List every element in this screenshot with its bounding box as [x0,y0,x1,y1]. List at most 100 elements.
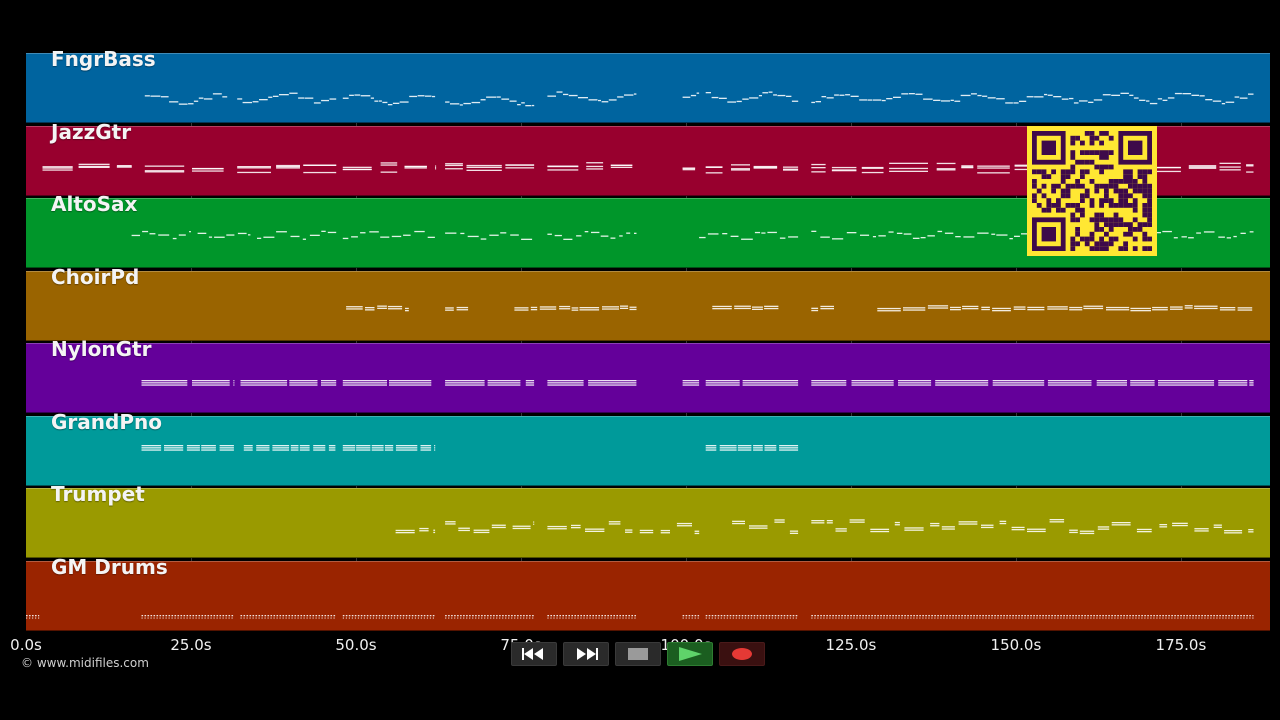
note [896,232,903,234]
note [936,162,956,164]
note [1034,96,1044,98]
note [1180,614,1182,616]
note [1210,614,1212,616]
note [749,527,768,529]
note [977,232,989,234]
play-button[interactable] [667,642,713,666]
note [601,617,603,619]
note-segment [682,614,700,619]
note [985,614,987,616]
note [607,617,609,619]
note [1072,614,1074,616]
note [1243,614,1245,616]
note [1150,617,1152,619]
note [426,614,429,616]
note [1188,237,1194,239]
note [559,617,561,619]
note [931,614,933,616]
note [571,527,581,529]
track-choirpd[interactable]: ChoirPd [26,265,1270,341]
note-segment [237,92,337,104]
note [1168,614,1170,616]
note-segment [712,305,779,310]
note [1207,617,1209,619]
note [318,617,320,619]
note [601,101,609,103]
track-gm-drums[interactable]: GM Drums [26,555,1270,631]
note [865,614,867,616]
note [330,617,332,619]
note-segment [141,444,234,451]
note [369,617,371,619]
record-button[interactable] [719,642,765,666]
note [454,617,456,619]
note [459,104,463,106]
note [1219,614,1221,616]
note [883,617,885,619]
note [604,617,606,619]
note [1079,530,1095,532]
fast-forward-button[interactable] [563,642,609,666]
note [408,617,410,619]
note [1108,614,1110,616]
note [1201,617,1203,619]
note [153,617,155,619]
note [315,614,318,616]
note [708,617,710,619]
note [1198,614,1200,616]
note [324,617,326,619]
note [521,238,533,240]
track-grandpno[interactable]: GrandPno [26,410,1270,486]
note [559,307,571,309]
note [487,384,521,386]
note [1069,529,1078,531]
note [233,384,235,386]
note [1249,384,1254,386]
note [279,94,289,96]
note [735,614,738,616]
note [1195,614,1197,616]
note [273,617,275,619]
note [682,614,685,616]
note [417,614,420,616]
note [853,617,855,619]
note [433,531,436,534]
note [916,617,918,619]
note [294,617,296,619]
note [820,236,830,238]
note [1130,307,1151,309]
note [613,614,615,616]
note [303,614,306,616]
track-nylongtr[interactable]: NylonGtr [26,337,1270,413]
note [384,446,394,448]
note [851,380,894,382]
note [472,617,474,619]
note [174,614,177,616]
note [867,99,873,101]
note [484,614,486,616]
note [399,101,409,103]
note [849,521,865,523]
note [880,617,882,619]
note [691,617,693,619]
note [620,305,629,307]
note [150,95,161,97]
note [765,614,768,616]
note [1102,94,1111,96]
stop-button[interactable] [615,642,661,666]
rewind-button[interactable] [511,642,557,666]
note [964,617,966,619]
note [240,380,288,382]
note [242,101,252,104]
note [1048,617,1050,619]
note [1248,531,1254,533]
note [78,165,110,167]
track-fngrbass[interactable]: FngrBass [26,47,1270,123]
note [688,617,690,619]
note [568,617,570,619]
note [387,305,403,307]
note [226,234,235,236]
track-trumpet[interactable]: Trumpet [26,482,1270,558]
note [324,614,327,616]
note [1186,617,1188,619]
